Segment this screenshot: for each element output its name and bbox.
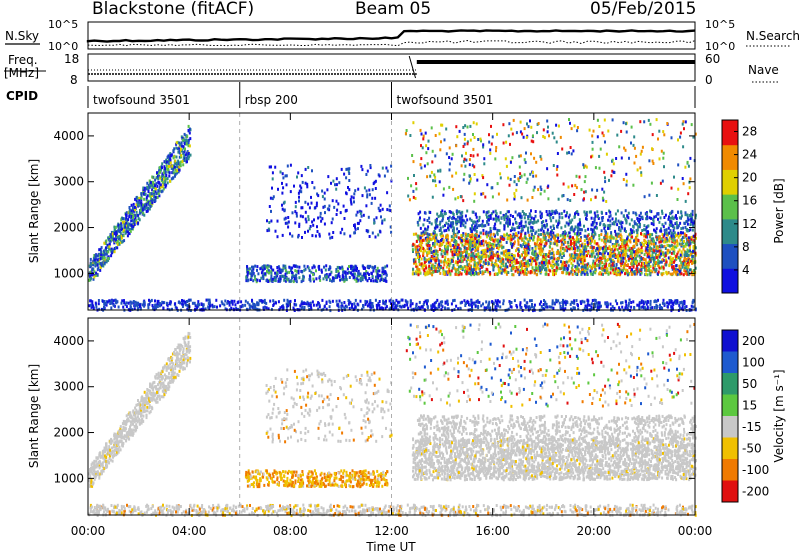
velocity-panel: 1000 2000 3000 4000 Slant Range [km] xyxy=(27,317,697,518)
nave-tick-low: 0 xyxy=(705,73,713,87)
y-tick-label: 4000 xyxy=(53,129,84,143)
x-tick-label: 16:00 xyxy=(475,524,510,538)
x-axis-label: Time UT xyxy=(365,540,416,554)
nsky-tick-high: 10^5 xyxy=(48,18,78,31)
colorbar-swatch xyxy=(722,120,738,146)
nsearch-label: N.Search xyxy=(746,29,800,43)
cpid-segment: rbsp 200 xyxy=(245,93,298,107)
colorbar-swatch xyxy=(722,416,738,438)
cpid-segment: twofsound 3501 xyxy=(397,93,494,107)
cpid-segment: twofsound 3501 xyxy=(93,93,190,107)
y-tick-label: 1000 xyxy=(53,266,84,280)
frequency-panel: Freq. [MHz] 18 8 60 0 Nave xyxy=(4,52,780,87)
colorbar-swatch xyxy=(722,459,738,481)
station-title: Blackstone (fitACF) xyxy=(92,0,254,19)
nsky-line xyxy=(86,29,696,43)
colorbar-swatch xyxy=(722,243,738,269)
colorbar-swatch xyxy=(722,169,738,195)
colorbar-tick-label: 50 xyxy=(742,377,757,391)
y-tick-label: 1000 xyxy=(53,471,84,485)
freq-label: Freq. xyxy=(8,53,38,67)
colorbar-tick-label: -100 xyxy=(742,463,769,477)
power-colorbar-label: Power [dB] xyxy=(772,178,786,243)
x-tick-label: 12:00 xyxy=(374,524,409,538)
colorbar-tick-label: -200 xyxy=(742,484,769,498)
power-heatmap-cells xyxy=(88,113,697,313)
noise-panel: N.Sky 10^5 10^0 10^5 10^0 N.Search xyxy=(5,18,800,53)
colorbar-swatch xyxy=(722,144,738,170)
colorbar-tick-label: 100 xyxy=(742,355,765,369)
x-tick-label: 20:00 xyxy=(577,524,612,538)
colorbar-swatch xyxy=(722,218,738,245)
x-axis: 00:00 04:00 08:00 12:00 16:00 20:00 00:00 xyxy=(71,113,713,538)
y-tick-label: 2000 xyxy=(53,221,84,235)
colorbar-tick-label: 20 xyxy=(742,171,757,185)
nave-label: Nave xyxy=(748,63,779,77)
colorbar-swatch xyxy=(722,268,738,294)
x-tick-label: 04:00 xyxy=(172,524,207,538)
colorbar-tick-label: 12 xyxy=(742,217,757,231)
velocity-colorbar: 200 100 50 15 -15 -50 -100 -200 Velocity [m s⁻¹… xyxy=(721,329,786,503)
nsky-tick-low: 10^0 xyxy=(48,40,78,53)
x-tick-label: 00:00 xyxy=(678,524,713,538)
power-colorbar: 4 8 12 16 20 24 28 Power [dB] xyxy=(721,119,786,294)
nsearch-tick-low: 10^0 xyxy=(705,40,735,53)
power-ylabel: Slant Range [km] xyxy=(27,159,41,263)
colorbar-frame xyxy=(721,329,739,503)
y-tick-label: 4000 xyxy=(53,334,84,348)
colorbar-swatch xyxy=(722,330,738,352)
colorbar-tick-label: -15 xyxy=(742,420,762,434)
colorbar-tick-label: 8 xyxy=(742,240,750,254)
x-tick-label: 00:00 xyxy=(71,524,106,538)
colorbar-frame xyxy=(721,119,739,294)
colorbar-tick-label: 15 xyxy=(742,398,757,412)
freq-units: [MHz] xyxy=(4,66,39,80)
colorbar-swatch xyxy=(722,394,738,417)
x-tick-label: 08:00 xyxy=(273,524,308,538)
colorbar-tick-label: 28 xyxy=(742,125,757,139)
velocity-ylabel: Slant Range [km] xyxy=(27,364,41,468)
nsearch-line xyxy=(87,39,696,47)
colorbar-swatch xyxy=(722,373,738,395)
velocity-colorbar-label: Velocity [m s⁻¹] xyxy=(772,369,786,462)
colorbar-tick-label: 16 xyxy=(742,194,757,208)
colorbar-swatch xyxy=(722,194,738,220)
freq-tick-high: 18 xyxy=(64,52,79,66)
colorbar-swatch xyxy=(722,480,738,503)
colorbar-swatch xyxy=(722,437,738,460)
beam-title: Beam 05 xyxy=(355,0,431,19)
y-tick-label: 3000 xyxy=(53,175,84,189)
freq-transition xyxy=(408,55,417,79)
nave-tick-high: 60 xyxy=(705,52,720,66)
colorbar-tick-label: 24 xyxy=(742,148,757,162)
cpid-label: CPID xyxy=(6,89,38,103)
colorbar-swatch xyxy=(722,351,738,374)
colorbar-tick-label: 4 xyxy=(742,263,750,277)
colorbar-tick-label: 200 xyxy=(742,334,765,348)
velocity-heatmap-cells xyxy=(88,318,697,518)
y-tick-label: 2000 xyxy=(53,426,84,440)
nsky-label: N.Sky xyxy=(5,29,39,43)
nsearch-tick-high: 10^5 xyxy=(705,18,735,31)
cpid-row: CPID twofsound 3501 rbsp 200 twofsound 350… xyxy=(6,82,696,108)
colorbar-tick-label: -50 xyxy=(742,441,762,455)
y-tick-label: 3000 xyxy=(53,380,84,394)
power-panel: 1000 2000 3000 4000 Slant Range [km] xyxy=(27,112,697,313)
date-title: 05/Feb/2015 xyxy=(590,0,696,19)
freq-tick-low: 8 xyxy=(70,73,78,87)
